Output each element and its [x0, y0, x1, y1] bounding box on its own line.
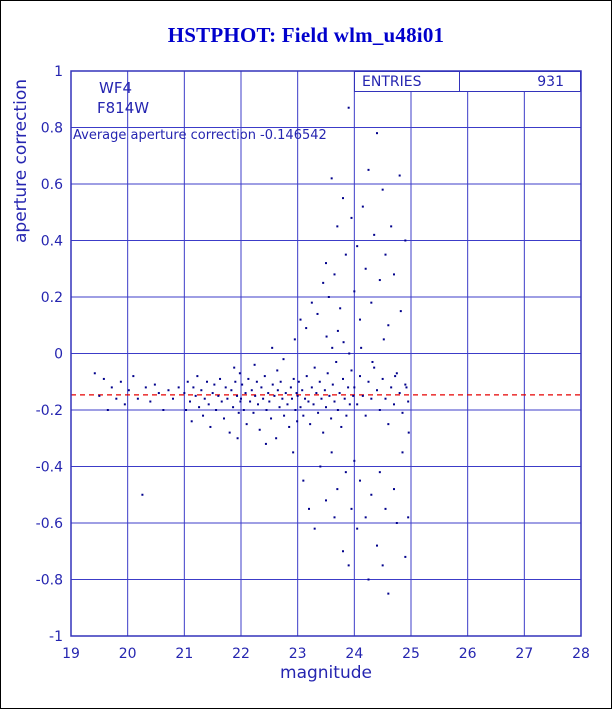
svg-text:-0.8: -0.8 — [36, 573, 63, 589]
grid-lines — [70, 70, 582, 637]
svg-text:-0.6: -0.6 — [36, 516, 63, 532]
svg-text:-0.4: -0.4 — [36, 460, 63, 476]
entries-stats-box: ENTRIES 931 — [354, 71, 581, 92]
page-title: HSTPHOT: Field wlm_u48i01 — [167, 23, 445, 47]
svg-text:19: 19 — [62, 646, 80, 662]
entries-label: ENTRIES — [362, 73, 422, 90]
svg-text:23: 23 — [289, 646, 307, 662]
svg-text:24: 24 — [345, 646, 363, 662]
axis-tick-labels: 19 20 21 22 23 24 25 26 27 28 -1 -0.8 -0.6 -0.4 -0.2 0 0… — [36, 64, 590, 662]
x-axis-label: magnitude — [280, 663, 372, 683]
svg-text:0: 0 — [54, 347, 63, 363]
entries-value: 931 — [537, 73, 564, 90]
entries-box-divider — [458, 72, 460, 91]
svg-text:0.8: 0.8 — [41, 121, 63, 137]
average-correction-annotation: Average aperture correction -0.146542 — [73, 128, 327, 143]
svg-text:26: 26 — [459, 646, 477, 662]
svg-text:22: 22 — [232, 646, 250, 662]
camera-label: WF4 — [99, 79, 133, 97]
svg-text:-1: -1 — [49, 629, 63, 645]
plot-frame — [70, 70, 582, 637]
svg-text:0.6: 0.6 — [41, 177, 63, 193]
svg-text:20: 20 — [119, 646, 137, 662]
svg-text:-0.2: -0.2 — [36, 403, 63, 419]
svg-text:1: 1 — [54, 64, 63, 80]
filter-label: F814W — [97, 99, 150, 117]
svg-text:21: 21 — [175, 646, 193, 662]
svg-text:27: 27 — [515, 646, 533, 662]
svg-text:0.2: 0.2 — [41, 290, 63, 306]
svg-text:25: 25 — [402, 646, 420, 662]
y-axis-label: aperture correction — [11, 79, 31, 243]
svg-text:28: 28 — [572, 646, 590, 662]
scatter-points — [93, 106, 410, 595]
svg-text:0.4: 0.4 — [41, 234, 63, 250]
